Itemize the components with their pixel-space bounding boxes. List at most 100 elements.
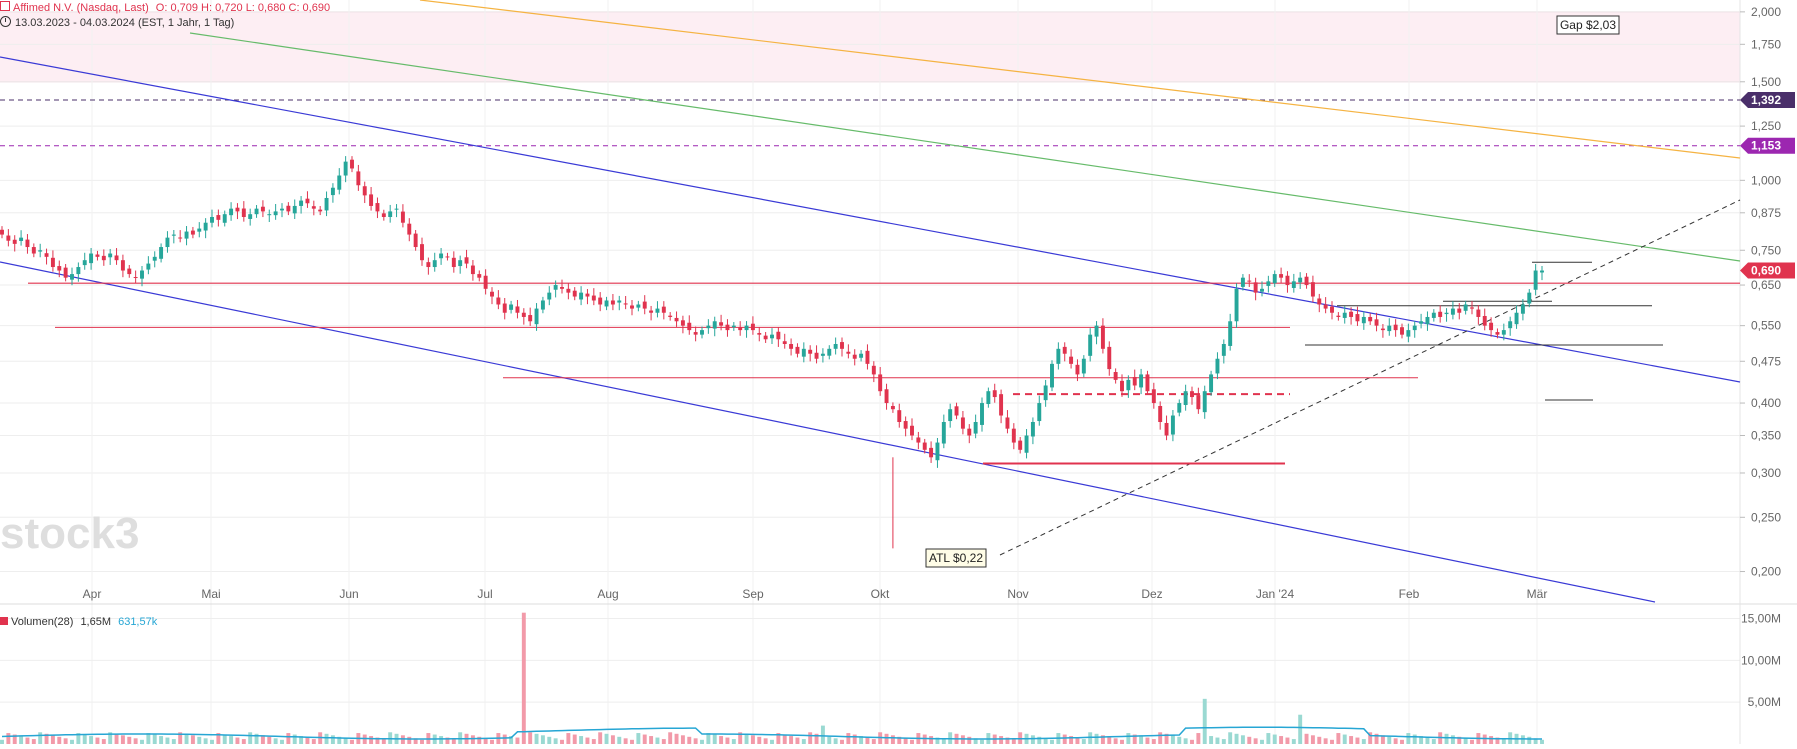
candle-body <box>1400 327 1404 335</box>
y-tick-label: 1,250 <box>1751 119 1781 133</box>
ohlc-readout: O: 0,709 H: 0,720 L: 0,680 C: 0,690 <box>155 2 331 14</box>
volume-bar <box>719 736 724 744</box>
volume-bar <box>706 733 711 744</box>
volume-bar <box>235 737 240 744</box>
y-tick-label: 1,000 <box>1751 173 1781 187</box>
volume-bar <box>267 736 272 744</box>
volume-bar <box>120 735 125 744</box>
volume-bar <box>1069 736 1074 744</box>
volume-bar <box>547 736 552 744</box>
volume-bar <box>960 735 965 744</box>
candle-body <box>38 250 43 252</box>
volume-bar <box>178 732 183 744</box>
volume-bar <box>610 735 615 744</box>
candle-body <box>1380 328 1385 331</box>
candle-body <box>973 422 978 434</box>
gap-label-box <box>1556 15 1620 35</box>
candle-body <box>1431 312 1436 318</box>
volume-bar <box>687 736 692 744</box>
candle-body <box>1215 358 1220 374</box>
candle-body <box>1196 395 1201 410</box>
candle-body <box>6 235 11 241</box>
volume-bar <box>375 737 380 744</box>
volume-bar <box>1253 738 1258 744</box>
candle-body <box>687 322 692 331</box>
volume-bar <box>553 738 558 744</box>
volume-bar <box>400 735 405 744</box>
candle-body <box>1164 422 1169 436</box>
candle-body <box>967 428 972 436</box>
volume-bar <box>1030 735 1035 744</box>
candle-body <box>178 237 183 239</box>
y-tick-label: 2,000 <box>1751 5 1781 19</box>
candle-body <box>70 274 74 280</box>
candle-body <box>458 260 463 267</box>
candle-body <box>1266 281 1271 286</box>
volume-bar <box>566 733 571 744</box>
volume-bar <box>38 732 43 744</box>
volume-value: 1,65M <box>80 616 112 628</box>
candle-body <box>1043 385 1048 401</box>
candle-body <box>782 341 787 345</box>
volume-bar <box>827 736 832 744</box>
volume-bar <box>598 732 603 744</box>
volume-bar <box>1081 739 1086 744</box>
candle-body <box>1540 270 1544 273</box>
price-marker-badge <box>1740 262 1795 279</box>
y-tick-label: 0,750 <box>1751 243 1781 257</box>
candle-body <box>1393 324 1398 331</box>
candle-body <box>229 208 234 216</box>
volume-bar <box>655 737 660 744</box>
candle-body <box>216 215 221 220</box>
candle-body <box>120 260 125 271</box>
candle-body <box>1533 270 1538 290</box>
candle-body <box>1209 374 1214 393</box>
candle-body <box>954 406 959 416</box>
candle-body <box>1463 304 1468 311</box>
candle-body <box>1120 380 1124 392</box>
candle-body <box>1139 374 1144 388</box>
candle-body <box>674 317 679 322</box>
volume-bar <box>1100 735 1105 744</box>
volume-bar <box>152 734 157 744</box>
candle-body <box>1126 379 1131 391</box>
candle-body <box>1075 364 1080 375</box>
candle-body <box>680 320 685 326</box>
candle-body <box>1457 308 1462 313</box>
volume-bar <box>910 739 914 744</box>
volume-bar <box>700 739 704 744</box>
candle-body <box>1527 292 1532 304</box>
candle-body <box>152 256 157 261</box>
volume-bar <box>57 736 62 744</box>
x-tick-label: Jan '24 <box>1256 587 1295 601</box>
candle-body <box>693 332 698 335</box>
candle-body <box>1260 288 1264 292</box>
volume-bar <box>929 736 934 744</box>
volume-bar <box>0 739 4 744</box>
volume-bar <box>159 736 164 744</box>
candle-body <box>1050 363 1054 388</box>
volume-bar <box>1463 738 1468 744</box>
volume-bar <box>789 736 794 744</box>
y-tick-label: 0,350 <box>1751 429 1781 443</box>
volume-bar <box>865 737 870 744</box>
volume-bar <box>1196 733 1201 744</box>
volume-bar <box>101 739 106 744</box>
candle-body <box>865 350 870 364</box>
volume-bar <box>1132 734 1137 744</box>
candle-body <box>50 257 55 268</box>
candle-body <box>1030 422 1035 437</box>
candle-body <box>1342 312 1347 318</box>
candle-body <box>738 327 743 331</box>
x-tick-label: Jul <box>477 587 492 601</box>
volume-bar <box>165 737 170 744</box>
volume-bar <box>19 736 24 744</box>
candle-body <box>1190 391 1194 398</box>
volume-bar <box>1400 739 1404 744</box>
volume-bar <box>25 737 30 744</box>
candle-body <box>840 342 844 349</box>
volume-bar <box>140 739 144 744</box>
x-tick-label: Nov <box>1007 587 1028 601</box>
price-marker-label: 1,392 <box>1751 93 1781 107</box>
candle-body <box>820 353 825 356</box>
